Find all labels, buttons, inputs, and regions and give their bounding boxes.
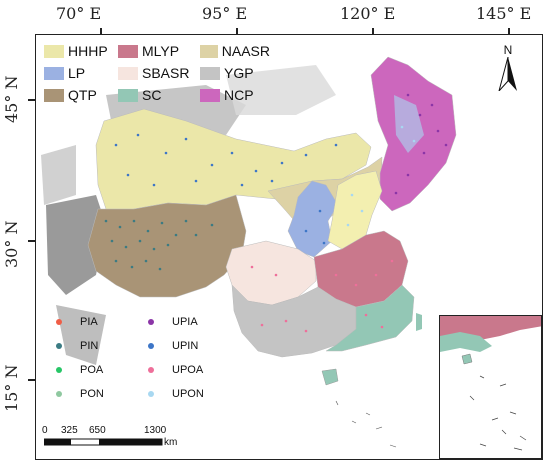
region-ncp-light	[394, 95, 424, 153]
swatch-mlyp	[118, 44, 138, 58]
sample-points	[114, 133, 338, 245]
region-legend: HHHP MLYP NAASR LP SBASR YGP	[44, 41, 270, 105]
legend-item-sbasr: SBASR	[118, 63, 200, 83]
point-label-pin: PIN	[80, 340, 99, 352]
lon-tick	[236, 28, 238, 34]
point-dot-pin	[56, 343, 62, 349]
legend-item-qtp: QTP	[44, 85, 118, 105]
legend-item-sc: SC	[118, 85, 200, 105]
north-letter: N	[503, 43, 513, 57]
point-dot-upin	[148, 343, 154, 349]
swatch-naasr	[200, 44, 218, 58]
legend-label-ncp: NCP	[224, 87, 254, 103]
point-label-upoa: UPOA	[172, 364, 204, 376]
north-arrow: N	[496, 43, 520, 96]
legend-label-qtp: QTP	[68, 87, 97, 103]
lon-tick	[372, 28, 374, 34]
swatch-lp	[44, 66, 64, 80]
legend-label-sbasr: SBASR	[142, 65, 190, 81]
lon-label-95: 95° E	[202, 4, 248, 23]
lat-label-45: 45° N	[2, 75, 21, 123]
point-dot-pia	[56, 319, 62, 325]
legend-item-ygp: YGP	[200, 63, 270, 83]
swatch-ncp	[200, 88, 220, 102]
scale-tick-650: 650	[89, 425, 106, 436]
point-label-pon: PON	[80, 388, 104, 400]
point-legend-item-pia: PIA	[52, 313, 144, 331]
point-legend-item-upon: UPON	[144, 385, 224, 403]
point-label-upin: UPIN	[172, 340, 199, 352]
legend-item-lp: LP	[44, 63, 118, 83]
scalebar: 0 325 650 1300 km	[42, 425, 194, 455]
region-sc	[325, 284, 415, 352]
sample-points-light	[346, 125, 416, 227]
point-legend-item-pon: PON	[52, 385, 144, 403]
region-qtp	[87, 194, 247, 298]
point-legend-item-upin: UPIN	[144, 337, 224, 355]
swatch-hhhp	[44, 44, 64, 58]
point-legend-item-pin: PIN	[52, 337, 144, 355]
lat-label-15: 15° N	[2, 364, 21, 412]
lon-tick	[508, 28, 510, 34]
map-frame: HHHP MLYP NAASR LP SBASR YGP	[35, 34, 543, 460]
legend-label-ygp: YGP	[224, 65, 254, 81]
legend-item-ncp: NCP	[200, 85, 270, 105]
sample-points-ncp	[394, 93, 448, 195]
lat-tick	[28, 379, 35, 381]
point-legend-item-upia: UPIA	[144, 313, 224, 331]
lat-label-30: 30° N	[2, 220, 21, 268]
point-dot-upia	[148, 319, 154, 325]
hainan	[321, 368, 339, 386]
south-china-sea-inset	[439, 315, 542, 459]
swatch-sc	[118, 88, 138, 102]
legend-item-naasr: NAASR	[200, 41, 270, 61]
sea-islands	[335, 400, 397, 448]
legend-item-hhhp: HHHP	[44, 41, 118, 61]
point-legend-item-upoa: UPOA	[144, 361, 224, 379]
point-label-pia: PIA	[80, 316, 98, 328]
legend-label-sc: SC	[142, 87, 162, 103]
region-hhhp-east	[327, 170, 383, 250]
swatch-qtp	[44, 88, 64, 102]
scalebar-graphic	[44, 438, 163, 446]
point-label-upon: UPON	[172, 388, 204, 400]
map-canvas	[41, 56, 457, 448]
legend-item-mlyp: MLYP	[118, 41, 200, 61]
point-dot-pon	[56, 391, 62, 397]
lon-tick	[100, 28, 102, 34]
lon-label-70: 70° E	[56, 4, 102, 23]
swatch-sbasr	[118, 66, 138, 80]
legend-label-naasr: NAASR	[221, 43, 270, 59]
point-dot-poa	[56, 367, 62, 373]
scale-tick-1300: 1300	[144, 425, 167, 436]
legend-label-hhhp: HHHP	[68, 43, 108, 59]
point-dot-upoa	[148, 367, 154, 373]
north-arrow-icon	[498, 56, 517, 92]
sample-points-south	[250, 259, 394, 333]
point-label-upia: UPIA	[172, 316, 198, 328]
lat-tick	[28, 240, 35, 242]
lat-tick	[28, 99, 35, 101]
sample-points-qtp	[104, 219, 214, 271]
legend-label-mlyp: MLYP	[142, 43, 180, 59]
legend-label-lp: LP	[68, 65, 86, 81]
swatch-ygp	[200, 66, 220, 80]
point-label-poa: POA	[80, 364, 104, 376]
lon-label-145: 145° E	[476, 4, 532, 23]
scale-tick-0: 0	[42, 425, 48, 436]
point-legend-item-poa: POA	[52, 361, 144, 379]
scale-unit: km	[164, 437, 178, 448]
scale-tick-325: 325	[61, 425, 78, 436]
taiwan	[416, 313, 422, 331]
inset-map	[440, 316, 541, 451]
point-legend: PIA UPIA PIN UPIN POA UPOA	[52, 313, 224, 403]
lon-label-120: 120° E	[340, 4, 396, 23]
point-dot-upon	[148, 391, 154, 397]
